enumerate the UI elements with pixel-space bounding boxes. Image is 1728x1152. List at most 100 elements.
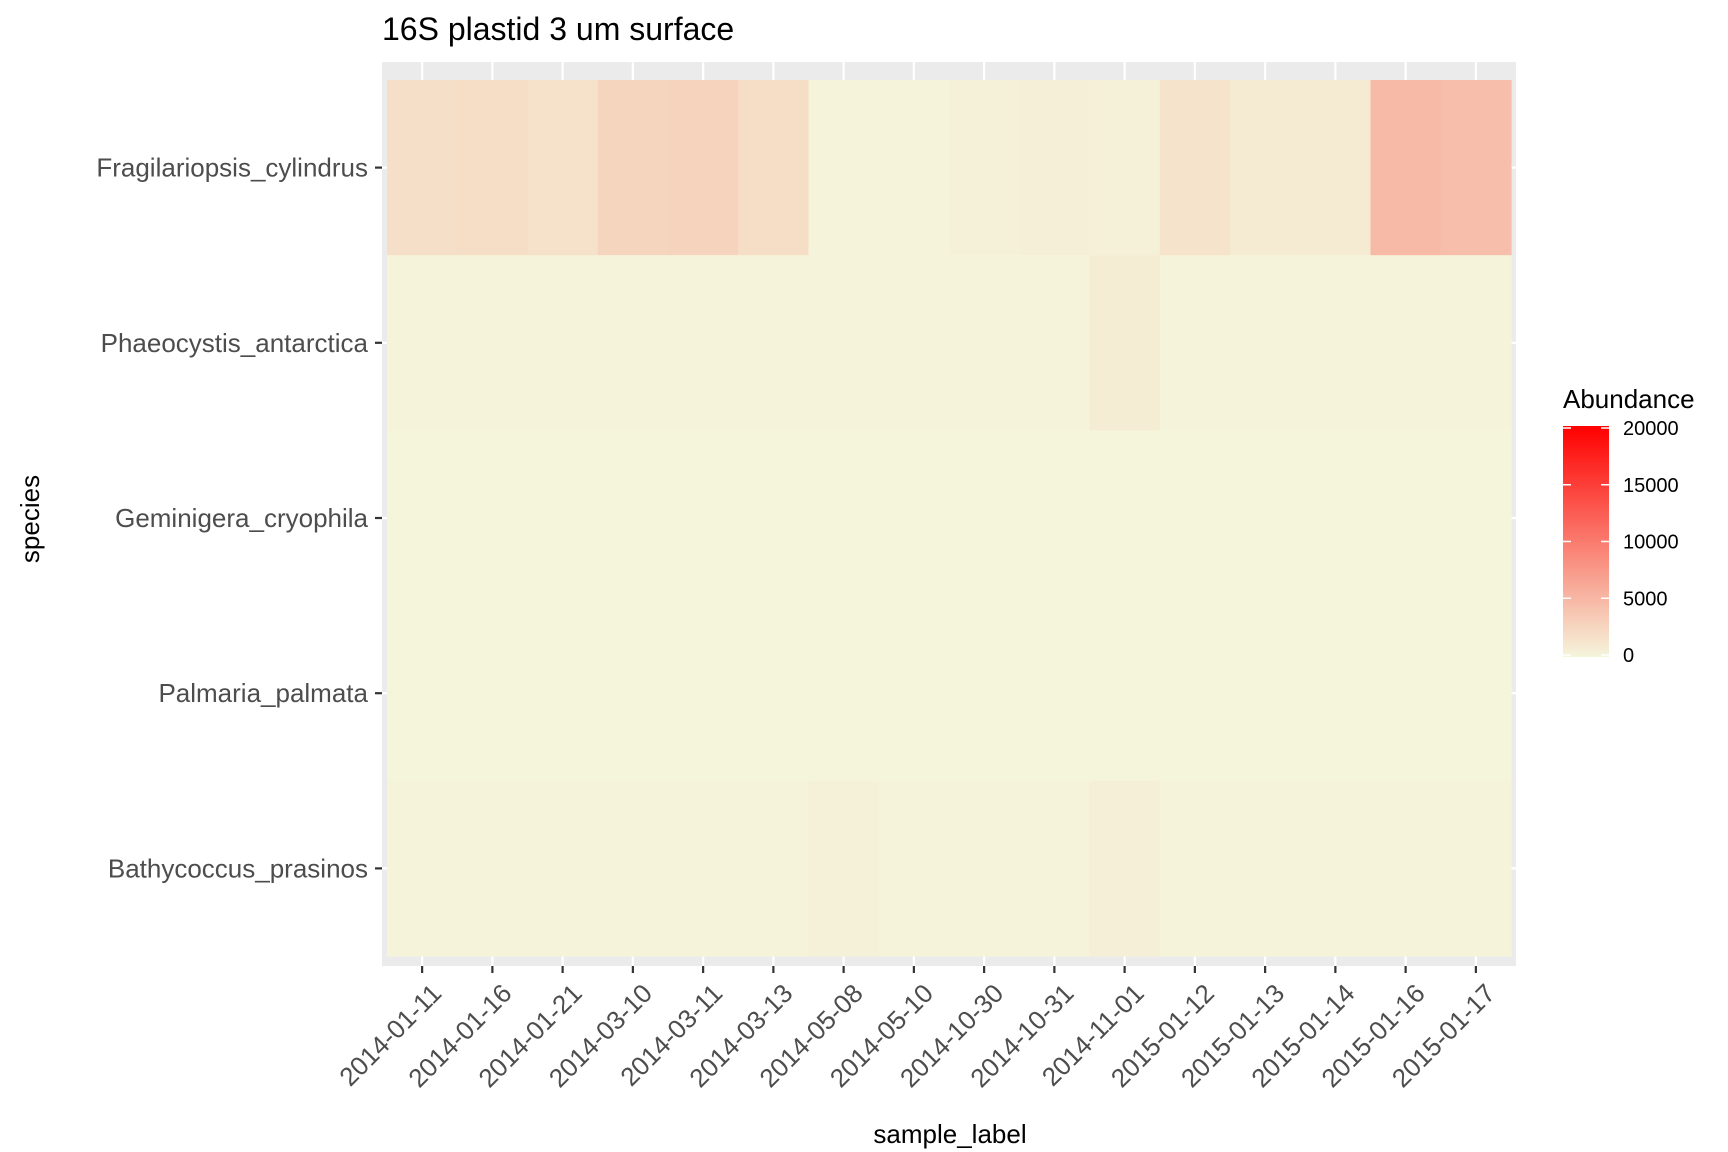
heatmap-cell xyxy=(668,430,739,607)
heatmap-cell xyxy=(1019,605,1091,782)
heatmap-cell xyxy=(949,605,1020,782)
heatmap-cell xyxy=(1230,80,1301,256)
heatmap-cell xyxy=(668,80,739,256)
heatmap-cell xyxy=(738,430,810,607)
heatmap-cell xyxy=(457,80,529,256)
heatmap-cell xyxy=(597,255,669,431)
heatmap-cell xyxy=(1440,80,1512,256)
heatmap-cell xyxy=(1300,255,1372,431)
heatmap-cell xyxy=(738,605,810,782)
heatmap-cell xyxy=(878,780,950,957)
heatmap-cell xyxy=(1019,430,1091,607)
heatmap-cell xyxy=(387,255,458,431)
heatmap-cell xyxy=(1159,80,1231,256)
chart-title: 16S plastid 3 um surface xyxy=(382,11,734,47)
legend-ticks: 0 5000 10000 15000 20000 xyxy=(1563,418,1679,667)
heatmap-cell xyxy=(387,605,458,782)
heatmap-cell xyxy=(527,255,599,431)
heatmap-cell xyxy=(738,80,810,256)
heatmap-cell xyxy=(1300,430,1372,607)
heatmap-cell xyxy=(949,255,1020,431)
heatmap-tiles xyxy=(387,80,1512,957)
heatmap-cell xyxy=(1370,255,1442,431)
heatmap-cell xyxy=(808,780,880,957)
heatmap-cell xyxy=(457,255,529,431)
heatmap-cell xyxy=(878,605,950,782)
heatmap-cell xyxy=(1019,80,1091,256)
y-axis-title: species xyxy=(15,475,45,563)
heatmap-cell xyxy=(1230,780,1301,957)
legend-tick-label: 15000 xyxy=(1623,475,1679,497)
heatmap-cell xyxy=(668,780,739,957)
heatmap-cell xyxy=(1159,605,1231,782)
legend-title: Abundance xyxy=(1563,384,1695,414)
heatmap-cell xyxy=(387,780,458,957)
heatmap-cell xyxy=(1089,255,1161,431)
heatmap-cell xyxy=(1300,80,1372,256)
heatmap-cell xyxy=(878,430,950,607)
heatmap-cell xyxy=(527,780,599,957)
heatmap-cell xyxy=(1089,780,1161,957)
y-tick-label: Geminigera_cryophila xyxy=(115,503,368,533)
heatmap-cell xyxy=(1300,605,1372,782)
heatmap-cell xyxy=(949,780,1020,957)
heatmap-cell xyxy=(738,780,810,957)
legend-tick-label: 20000 xyxy=(1623,418,1679,440)
heatmap-cell xyxy=(878,80,950,256)
heatmap-cell xyxy=(668,605,739,782)
heatmap-cell xyxy=(808,605,880,782)
heatmap-cell xyxy=(1230,255,1301,431)
x-axis: 2014-01-112014-01-162014-01-212014-03-10… xyxy=(333,966,1501,1093)
legend-tick-label: 5000 xyxy=(1623,588,1668,610)
heatmap-cell xyxy=(457,780,529,957)
heatmap-cell xyxy=(1089,430,1161,607)
heatmap-cell xyxy=(387,430,458,607)
heatmap-cell xyxy=(1159,780,1231,957)
heatmap-cell xyxy=(1089,605,1161,782)
heatmap-cell xyxy=(1089,80,1161,256)
heatmap-cell xyxy=(1300,780,1372,957)
y-axis: Fragilariopsis_cylindrus Phaeocystis_anta… xyxy=(96,153,382,883)
heatmap-cell xyxy=(808,430,880,607)
heatmap-cell xyxy=(1019,255,1091,431)
heatmap-cell xyxy=(808,80,880,256)
heatmap-cell xyxy=(527,605,599,782)
heatmap-cell xyxy=(1159,430,1231,607)
heatmap-cell xyxy=(527,430,599,607)
heatmap-cell xyxy=(668,255,739,431)
heatmap-cell xyxy=(1230,605,1301,782)
heatmap-cell xyxy=(597,605,669,782)
heatmap-cell xyxy=(457,430,529,607)
legend: Abundance 0 5000 10000 15000 20000 xyxy=(1563,384,1695,667)
heatmap-cell xyxy=(527,80,599,256)
heatmap-cell xyxy=(387,80,458,256)
heatmap-cell xyxy=(1370,80,1442,256)
heatmap-cell xyxy=(1440,255,1512,431)
y-tick-label: Fragilariopsis_cylindrus xyxy=(96,153,368,183)
heatmap-cell xyxy=(1370,780,1442,957)
heatmap-cell xyxy=(597,780,669,957)
heatmap-cell xyxy=(1440,780,1512,957)
heatmap-cell xyxy=(1440,430,1512,607)
heatmap-cell xyxy=(1159,255,1231,431)
heatmap-cell xyxy=(878,255,950,431)
heatmap-cell xyxy=(457,605,529,782)
heatmap-cell xyxy=(808,255,880,431)
heatmap-cell xyxy=(949,430,1020,607)
legend-tick-label: 0 xyxy=(1623,645,1634,667)
x-axis-title: sample_label xyxy=(873,1119,1026,1149)
heatmap-cell xyxy=(1440,605,1512,782)
heatmap-cell xyxy=(1370,605,1442,782)
heatmap-cell xyxy=(597,430,669,607)
heatmap-cell xyxy=(597,80,669,256)
y-tick-label: Phaeocystis_antarctica xyxy=(101,328,369,358)
heatmap-cell xyxy=(738,255,810,431)
y-tick-label: Palmaria_palmata xyxy=(158,678,368,708)
heatmap-cell xyxy=(1370,430,1442,607)
heatmap-cell xyxy=(949,80,1020,256)
y-tick-label: Bathycoccus_prasinos xyxy=(108,853,368,883)
legend-tick-label: 10000 xyxy=(1623,532,1679,554)
heatmap-cell xyxy=(1019,780,1091,957)
